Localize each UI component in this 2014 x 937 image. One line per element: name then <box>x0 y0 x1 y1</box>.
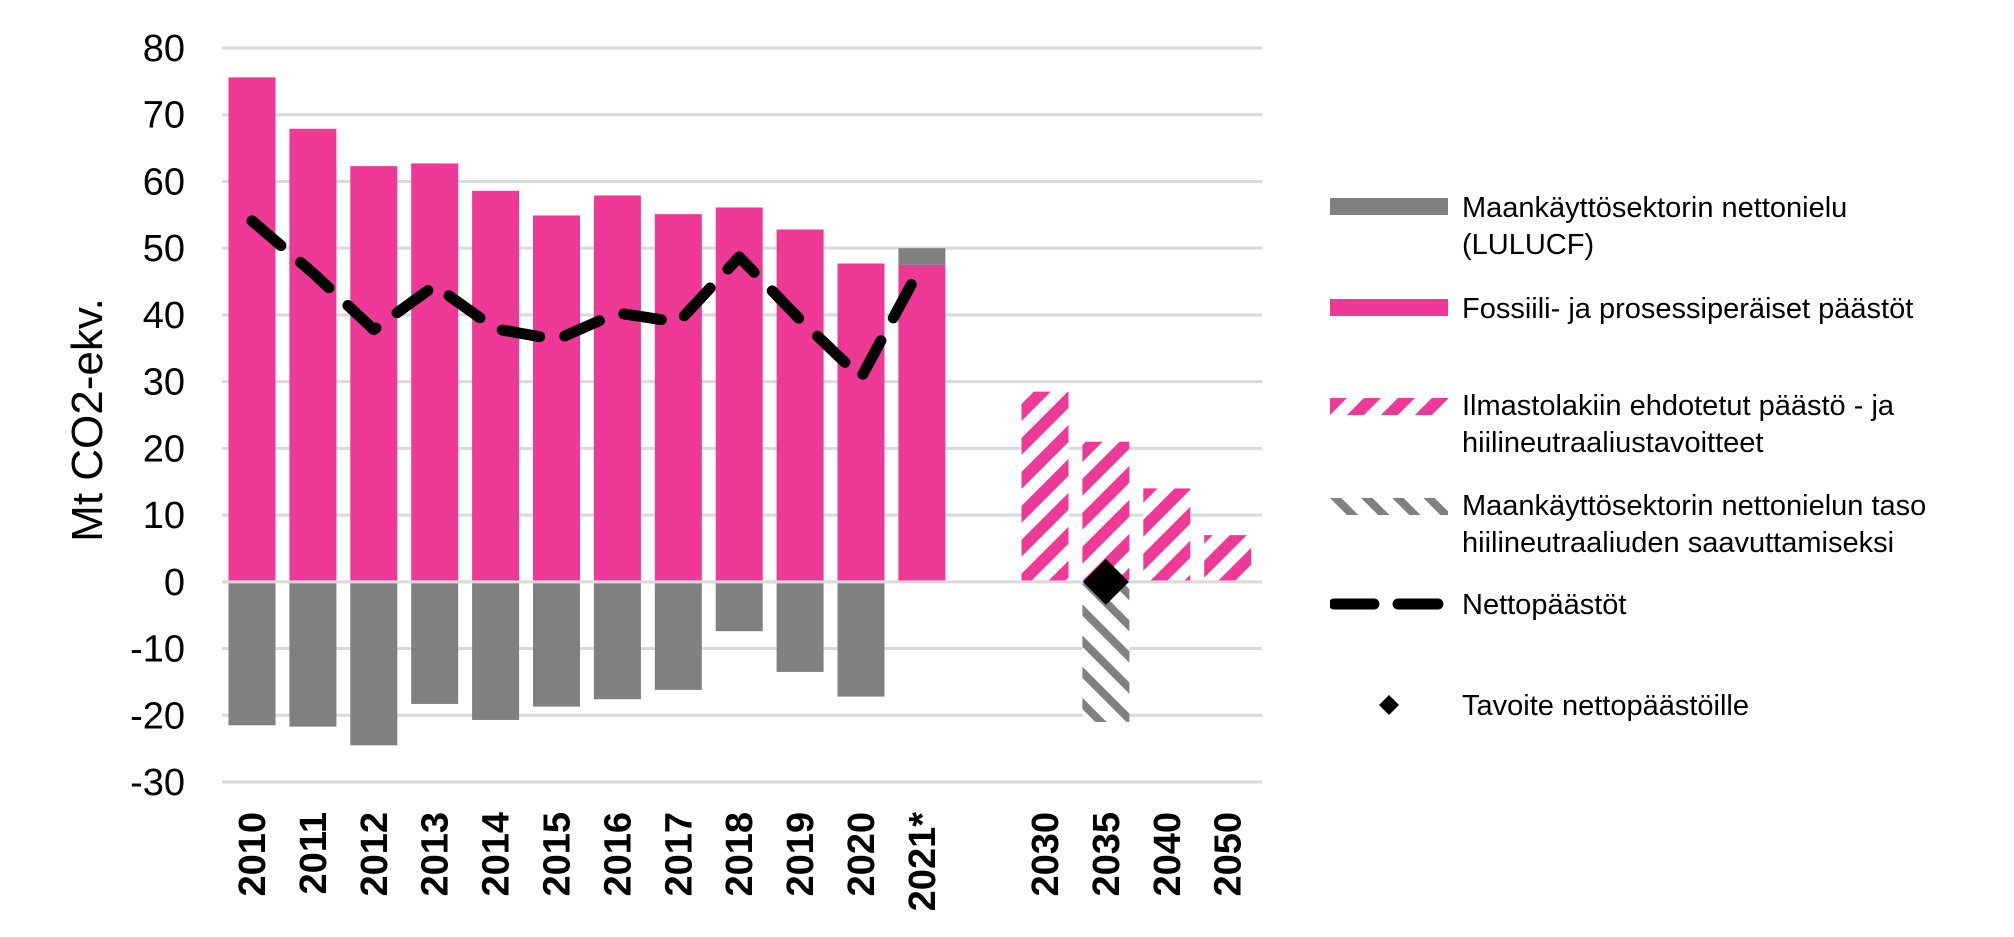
bar-lulucf-2010 <box>228 581 276 726</box>
x-tick-label-2050: 2050 <box>1208 812 1250 897</box>
y-tick-label-50: 50 <box>143 228 185 270</box>
bar-fossil-2013 <box>411 163 459 582</box>
x-tick-label-2030: 2030 <box>1025 812 1067 897</box>
legend-swatch-target-sink <box>1330 498 1448 515</box>
legend-label-net-target: Tavoite nettopäästöille <box>1462 690 1749 722</box>
x-tick-label-2021*: 2021* <box>902 812 944 912</box>
bar-fossil-2019 <box>776 229 824 582</box>
bar-target-sink-2035 <box>1082 581 1130 722</box>
legend-swatch-target-emissions <box>1330 398 1448 415</box>
x-tick-label-2020: 2020 <box>841 812 883 897</box>
bar-target-emissions-2035 <box>1082 441 1130 582</box>
x-tick-label-2016: 2016 <box>597 812 639 897</box>
legend-label-net: Nettopäästöt <box>1462 589 1627 621</box>
legend-swatch-net <box>1330 598 1448 610</box>
net-target-diamond-2035 <box>1082 558 1129 605</box>
y-tick-label-10: 10 <box>143 495 185 537</box>
x-tick-label-2015: 2015 <box>537 812 579 897</box>
bar-lulucf-2015 <box>533 581 580 707</box>
bar-fossil-2012 <box>350 166 398 582</box>
y-tick-label--10: -10 <box>130 629 185 671</box>
bar-lulucf-2017 <box>654 581 702 690</box>
x-tick-label-2018: 2018 <box>719 812 761 897</box>
bar-target-emissions-2030 <box>1021 391 1069 582</box>
net-target-marker <box>1082 558 1129 605</box>
x-tick-label-2019: 2019 <box>780 812 822 897</box>
x-tick-label-2014: 2014 <box>476 812 518 897</box>
legend: Maankäyttösektorin nettonielu (LULUCF) F… <box>1330 0 2010 937</box>
y-tick-label-70: 70 <box>143 95 185 137</box>
y-axis-ticks: 80 70 60 50 40 30 20 10 0 -10 -20 -30 <box>130 28 185 804</box>
x-tick-label-2010: 2010 <box>232 812 274 897</box>
y-tick-label-60: 60 <box>143 161 185 203</box>
target-bars <box>1021 391 1252 722</box>
bar-fossil-2011 <box>289 128 337 582</box>
y-tick-label-40: 40 <box>143 295 185 337</box>
x-tick-label-2013: 2013 <box>415 812 457 897</box>
y-tick-label-80: 80 <box>143 28 185 70</box>
legend-swatch-lulucf <box>1330 198 1448 215</box>
bar-lulucf-2016 <box>593 581 641 700</box>
legend-label-target-sink: Maankäyttösektorin nettonielun taso hiil… <box>1462 490 1927 559</box>
bar-fossil-2015 <box>533 215 580 582</box>
y-tick-label-20: 20 <box>143 428 185 470</box>
bar-fossil-2017 <box>654 214 702 582</box>
y-tick-label--20: -20 <box>130 695 185 737</box>
bar-lulucf-2021* <box>898 248 946 265</box>
x-tick-label-2040: 2040 <box>1147 812 1189 897</box>
bar-fossil-2010 <box>228 77 276 582</box>
bar-lulucf-2012 <box>350 581 398 746</box>
bar-fossil-2020 <box>837 263 885 582</box>
bar-lulucf-2013 <box>411 581 459 704</box>
y-tick-label-30: 30 <box>143 362 185 404</box>
x-tick-label-2012: 2012 <box>354 812 396 897</box>
bars <box>228 77 946 746</box>
x-tick-label-2035: 2035 <box>1086 812 1128 897</box>
net-emissions-line <box>246 215 928 384</box>
bar-lulucf-2020 <box>837 581 885 697</box>
y-tick-label-0: 0 <box>164 562 185 604</box>
y-axis-label: Mt CO2-ekv. <box>63 298 112 542</box>
x-tick-label-2017: 2017 <box>658 812 700 897</box>
y-tick-label--30: -30 <box>130 762 185 804</box>
legend-label-fossil: Fossiili- ja prosessiperäiset päästöt <box>1462 293 1914 325</box>
bar-fossil-2021* <box>898 264 946 582</box>
net-emissions-polyline <box>246 215 928 384</box>
legend-label-lulucf: Maankäyttösektorin nettonielu (LULUCF) <box>1462 192 1848 261</box>
bar-lulucf-2011 <box>289 581 337 727</box>
bar-target-emissions-2050 <box>1204 535 1252 582</box>
bar-lulucf-2014 <box>472 581 520 720</box>
x-tick-label-2011: 2011 <box>293 812 335 894</box>
bar-target-emissions-2040 <box>1143 488 1191 582</box>
x-axis-categories: 2010 2011 2012 2013 2014 2015 2016 2017 2018 2019… <box>232 812 1250 912</box>
legend-swatch-net-target <box>1379 695 1399 715</box>
bar-lulucf-2018 <box>715 581 763 632</box>
legend-swatch-fossil <box>1330 299 1448 316</box>
bar-fossil-2014 <box>472 190 520 582</box>
legend-label-target-emissions: Ilmastolakiin ehdotetut päästö - ja hiil… <box>1462 390 1895 459</box>
bar-fossil-2016 <box>593 195 641 582</box>
bar-lulucf-2019 <box>776 581 824 672</box>
